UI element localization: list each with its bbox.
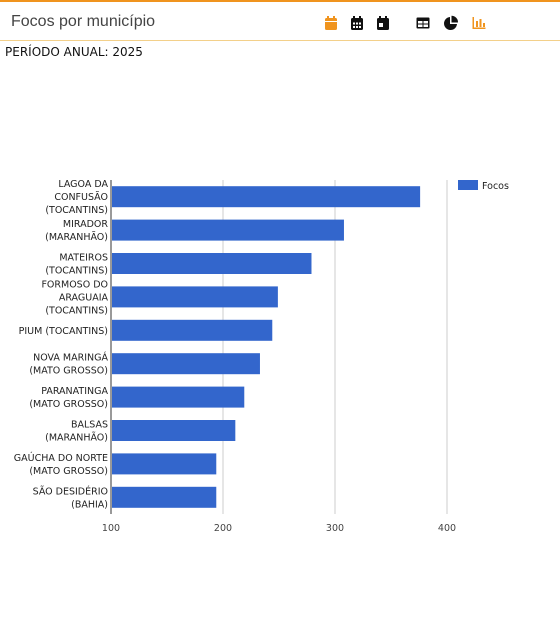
category-label: MATEIROS (TOCANTINS) xyxy=(45,253,108,277)
pie-chart-icon[interactable] xyxy=(443,15,459,31)
category-label: BALSAS (MARANHÃO) xyxy=(45,420,108,444)
category-label: GAÚCHA DO NORTE (MATO GROSSO) xyxy=(14,452,108,477)
bar xyxy=(112,286,278,308)
panel-title: Focos por município xyxy=(11,13,156,30)
category-label: PIUM (TOCANTINS) xyxy=(19,326,108,337)
bar xyxy=(112,453,217,475)
category-label: NOVA MARINGÁ (MATO GROSSO) xyxy=(29,352,108,377)
bar xyxy=(112,253,312,274)
legend-swatch xyxy=(458,180,478,190)
category-label: MIRADOR (MARANHÃO) xyxy=(45,219,108,243)
accent-top-line xyxy=(0,0,560,2)
bar xyxy=(112,486,217,508)
x-tick-label: 300 xyxy=(326,523,344,534)
bar xyxy=(112,186,421,208)
bar xyxy=(112,420,236,441)
category-label: SÃO DESIDÉRIO (BAHIA) xyxy=(33,485,108,510)
x-tick-label: 100 xyxy=(102,523,120,534)
bar xyxy=(112,386,245,408)
period-label: PERÍODO ANUAL: 2025 xyxy=(5,45,143,59)
panel-header: Focos por município xyxy=(0,2,560,41)
legend-label: Focos xyxy=(482,181,509,192)
bar-chart-icon[interactable] xyxy=(471,15,487,31)
table-icon[interactable] xyxy=(415,15,431,31)
bar xyxy=(112,353,260,375)
x-tick-label: 200 xyxy=(214,523,232,534)
x-tick-label: 400 xyxy=(438,523,456,534)
bar xyxy=(112,219,344,241)
calendar-grid-icon[interactable] xyxy=(349,15,365,31)
calendar-day-icon[interactable] xyxy=(375,15,391,31)
category-label: PARANATINGA (MATO GROSSO) xyxy=(29,386,108,410)
category-label: FORMOSO DO ARAGUAIA (TOCANTINS) xyxy=(41,279,108,316)
bar xyxy=(112,319,273,341)
calendar-orange-icon[interactable] xyxy=(323,15,339,31)
category-label: LAGOA DA CONFUSÃO (TOCANTINS) xyxy=(45,179,108,216)
